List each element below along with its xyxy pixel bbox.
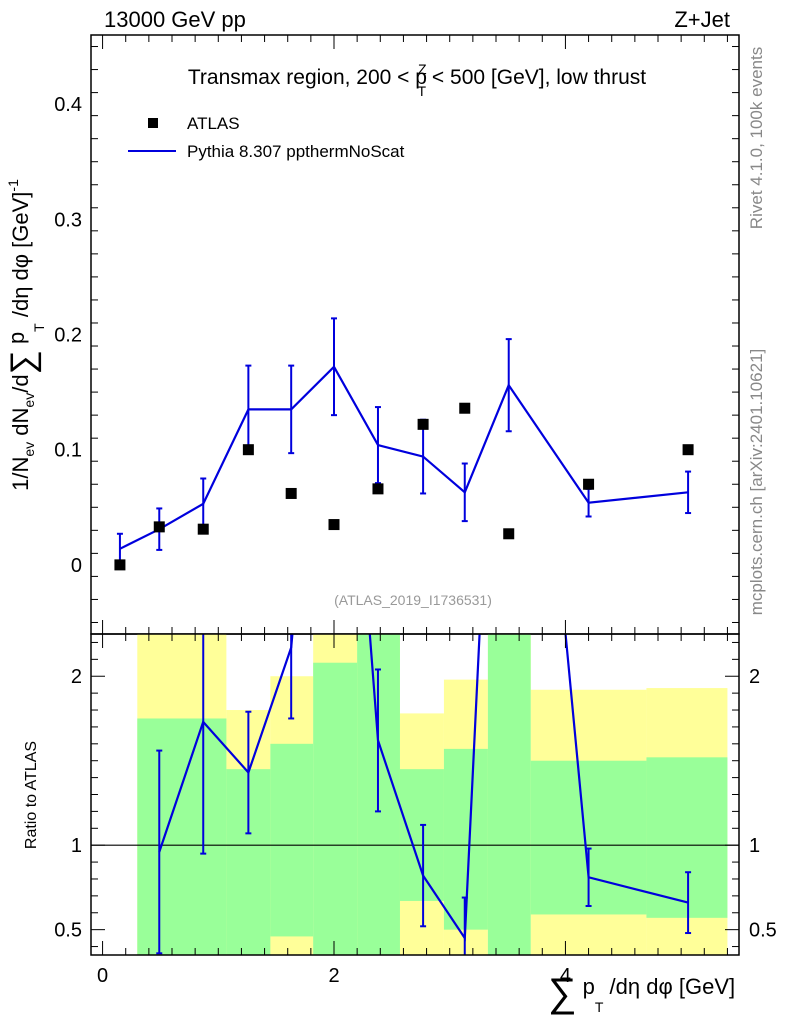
ratio-ytick-label-right: 2	[749, 666, 760, 688]
atlas-point	[372, 483, 384, 495]
atlas-point	[583, 478, 595, 490]
main-ytick-label: 0.4	[54, 94, 82, 116]
legend: ATLAS Pythia 8.307 ppthermNoScat	[128, 114, 405, 161]
rivet-label: Rivet 4.1.0, 100k events	[747, 47, 766, 229]
ratio-panel: 0.5 0.5 1 1 2 2 0 2 4 Ratio to ATLAS ∑ pT /dη d…	[23, 633, 777, 1015]
ratio-ytick-label-left: 1	[71, 835, 82, 857]
ratio-xtick-label: 0	[97, 965, 108, 987]
ratio-ytick-label-left: 2	[71, 666, 82, 688]
atlas-point	[114, 559, 126, 571]
ratio-green-band	[487, 634, 531, 955]
main-ytick-label: 0.3	[54, 209, 82, 231]
atlas-point	[153, 521, 165, 533]
header-left: 13000 GeV pp	[104, 7, 246, 32]
ratio-ytick-label-right: 1	[749, 835, 760, 857]
ratio-xlabel: ∑ pT /dη dφ [GeV]	[548, 971, 735, 1015]
pythia-line	[119, 364, 689, 550]
atlas-point	[682, 444, 694, 456]
analysis-tag: (ATLAS_2019_I1736531)	[334, 592, 492, 608]
ratio-green-band	[270, 743, 314, 937]
ratio-ytick-label-right: 0.5	[749, 920, 777, 942]
ratio-xtick-label: 4	[560, 965, 571, 987]
atlas-point	[503, 528, 515, 540]
header-right: Z+Jet	[674, 7, 730, 32]
legend-pythia-label: Pythia 8.307 ppthermNoScat	[187, 142, 405, 161]
main-ylabel: 1/Nev dNev/d∑ pT /dη dφ [GeV]-1	[4, 179, 47, 491]
legend-atlas-marker	[148, 118, 158, 128]
ratio-green-band	[313, 662, 358, 955]
ratio-green-band	[646, 757, 728, 918]
mcplots-label: mcplots.cern.ch [arXiv:2401.10621]	[747, 349, 766, 615]
legend-atlas-label: ATLAS	[187, 114, 240, 133]
ratio-ytick-label-left: 0.5	[54, 920, 82, 942]
main-ytick-label: 0.1	[54, 440, 82, 462]
ratio-series	[156, 634, 692, 955]
atlas-point	[242, 444, 254, 456]
ratio-ylabel: Ratio to ATLAS	[23, 741, 40, 849]
atlas-point	[459, 402, 471, 414]
ratio-green-band	[399, 769, 444, 901]
main-ytick-label: 0.2	[54, 325, 82, 347]
ratio-xtick-label: 2	[328, 965, 339, 987]
plot-title: Transmax region, 200 < pZ T < 500 [GeV], …	[188, 61, 646, 99]
atlas-point	[197, 523, 209, 535]
atlas-point	[417, 418, 429, 430]
main-panel: 0 0.1 0.2 0.3 0.4 Transmax region, 200 < pZ T…	[4, 34, 740, 635]
main-ytick-label: 0	[71, 555, 82, 577]
ratio-green-band	[137, 718, 227, 955]
atlas-point	[328, 519, 340, 531]
atlas-point	[285, 487, 297, 499]
